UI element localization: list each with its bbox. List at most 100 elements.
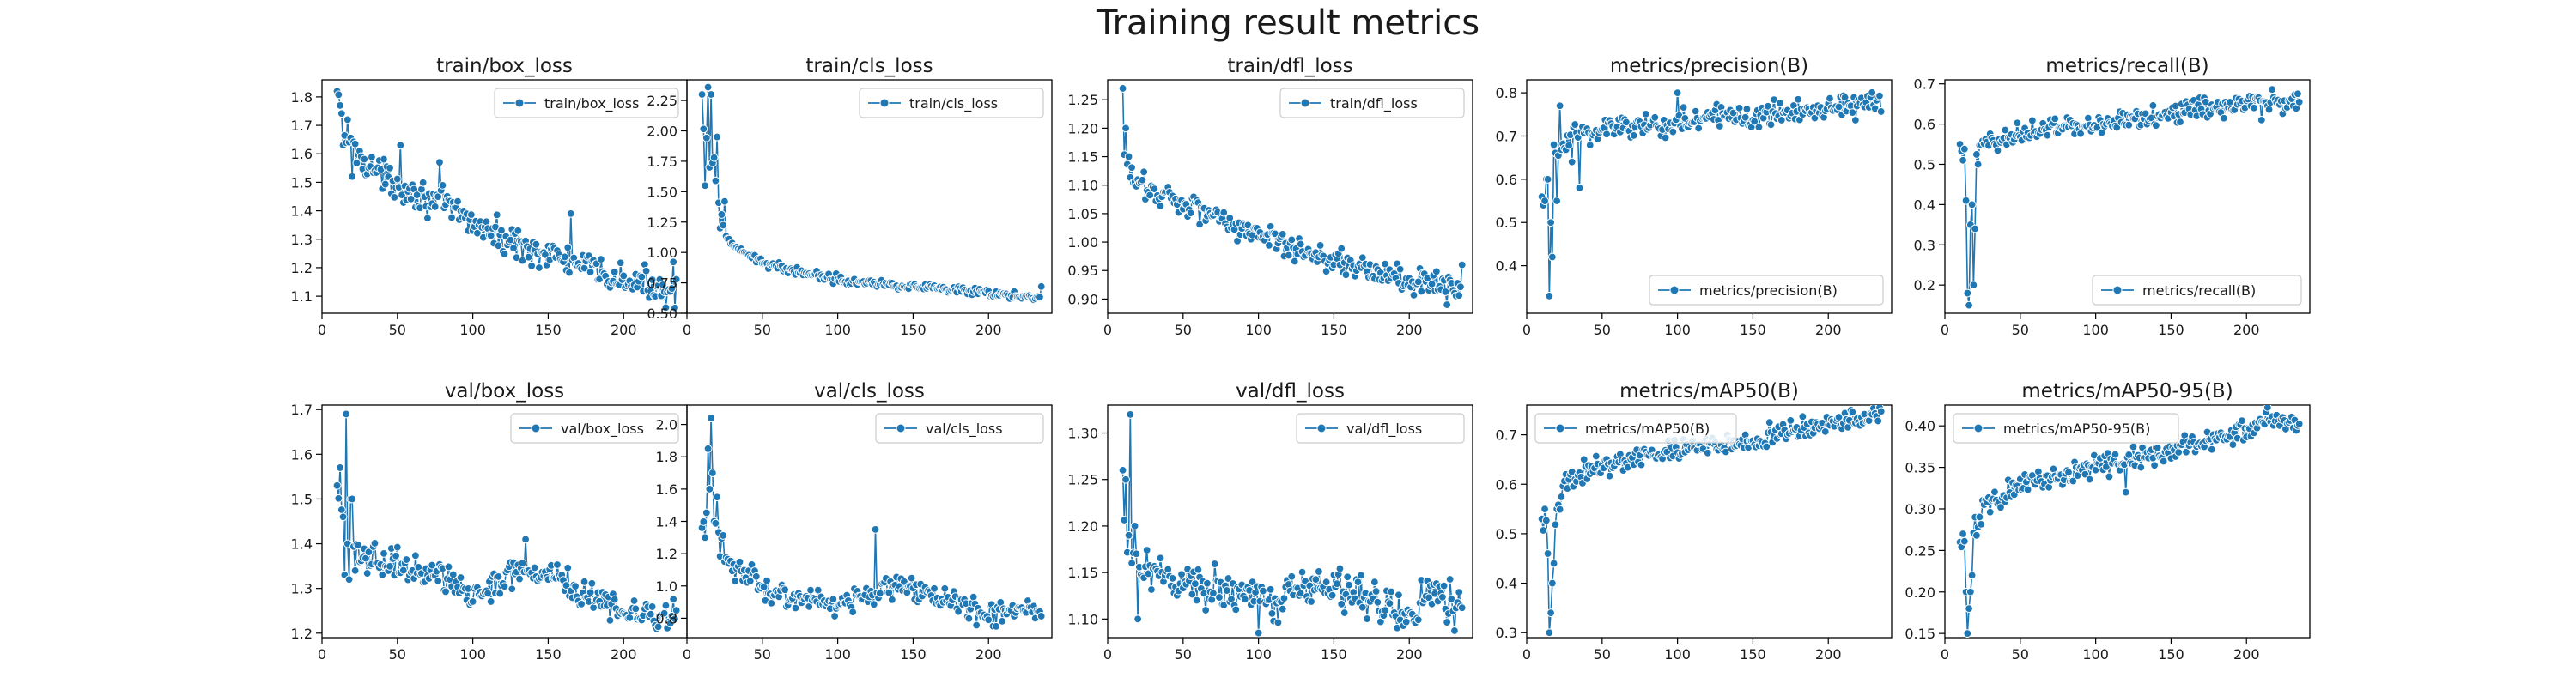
legend-marker-icon	[1300, 98, 1310, 108]
legend-label: metrics/mAP50(B)	[1585, 421, 1710, 437]
data-point	[1267, 609, 1277, 618]
legend-box	[1953, 413, 2179, 444]
data-point	[2043, 130, 2052, 140]
legend-box	[1296, 413, 1465, 444]
y-tick-label: 1.00	[647, 245, 677, 261]
data-point	[2153, 443, 2162, 452]
data-point	[418, 178, 428, 187]
data-point	[466, 210, 476, 220]
data-point	[587, 578, 597, 588]
legend-box	[875, 413, 1044, 444]
data-point	[456, 573, 465, 582]
data-point	[1121, 475, 1130, 484]
x-tick-label: 150	[900, 646, 927, 663]
y-tick-label: 1.20	[1067, 518, 1098, 535]
data-point	[1118, 84, 1127, 93]
subplot-title: metrics/precision(B)	[1610, 55, 1808, 77]
x-tick-label: 0	[1941, 322, 1949, 338]
axes-frame	[1526, 404, 1893, 639]
data-point	[1765, 418, 1774, 427]
data-point	[1413, 277, 1423, 287]
data-point	[1715, 122, 1724, 130]
y-tick-label: 1.3	[291, 232, 313, 248]
data-point	[1754, 123, 1764, 132]
data-point	[380, 154, 388, 164]
data-point	[1142, 546, 1151, 554]
data-point	[745, 577, 755, 585]
data-point	[1337, 600, 1346, 608]
data-point	[492, 210, 501, 220]
data-point	[1959, 536, 1969, 546]
data-point	[1575, 184, 1584, 192]
data-point	[580, 577, 589, 586]
data-point	[565, 268, 574, 277]
data-point	[386, 163, 394, 172]
axes-frame	[1944, 404, 2311, 639]
data-point	[1265, 241, 1273, 250]
x-tick-label: 150	[1740, 322, 1766, 338]
data-point	[954, 607, 963, 616]
data-point	[1703, 448, 1712, 457]
y-tick-label: 2.00	[647, 124, 677, 140]
x-tick-label: 50	[1175, 646, 1192, 663]
data-point	[1834, 102, 1844, 112]
data-point	[1762, 442, 1771, 451]
data-point	[1965, 300, 1974, 310]
data-point	[1333, 579, 1341, 589]
data-point	[1637, 460, 1646, 469]
data-point	[2129, 442, 2138, 451]
data-point	[1543, 549, 1552, 558]
data-point	[719, 221, 728, 230]
data-point	[1307, 597, 1315, 606]
data-point	[1540, 197, 1549, 205]
data-point	[1777, 116, 1786, 124]
x-tick-label: 100	[824, 322, 851, 338]
data-point	[1546, 608, 1555, 618]
data-point	[1794, 94, 1803, 104]
data-point	[1340, 608, 1349, 617]
data-point	[337, 109, 346, 118]
series-line	[1540, 92, 1882, 296]
data-point	[1431, 267, 1441, 276]
data-point	[1387, 587, 1396, 596]
data-point	[1602, 130, 1611, 139]
data-point	[1127, 559, 1136, 568]
data-point	[2124, 120, 2134, 130]
y-tick-label: 1.25	[647, 215, 677, 231]
y-tick-label: 0.6	[1496, 476, 1517, 493]
legend-marker-icon	[1316, 423, 1327, 433]
y-tick-label: 1.1	[291, 288, 313, 305]
y-tick-label: 1.3	[291, 581, 313, 597]
data-point	[1147, 585, 1156, 594]
y-tick-label: 1.7	[291, 402, 313, 418]
data-point	[1973, 160, 1983, 169]
data-point	[1168, 573, 1177, 583]
legend: metrics/mAP50-95(B)	[1953, 413, 2179, 444]
legend-label: val/dfl_loss	[1346, 421, 1422, 438]
data-point	[1540, 505, 1549, 513]
data-point	[671, 606, 681, 615]
data-point	[482, 217, 491, 227]
data-point	[1539, 526, 1548, 535]
data-point	[2148, 101, 2158, 110]
data-point	[392, 551, 400, 560]
data-point	[2076, 129, 2085, 138]
data-point	[791, 603, 800, 613]
data-point	[513, 226, 523, 235]
data-point	[2064, 468, 2073, 477]
data-point	[1786, 415, 1795, 425]
y-tick-label: 0.35	[1905, 460, 1935, 476]
y-tick-label: 0.7	[1496, 427, 1517, 444]
y-tick-label: 0.2	[1914, 277, 1935, 294]
data-point	[751, 572, 761, 581]
data-point	[701, 181, 709, 191]
data-point	[1975, 512, 1984, 522]
y-tick-label: 1.10	[1067, 178, 1098, 194]
data-point	[386, 562, 394, 571]
data-point	[884, 588, 894, 597]
data-point	[1850, 116, 1860, 124]
data-point	[1439, 581, 1449, 590]
data-point	[1132, 549, 1141, 559]
data-point	[1555, 505, 1564, 514]
data-point	[713, 132, 722, 142]
